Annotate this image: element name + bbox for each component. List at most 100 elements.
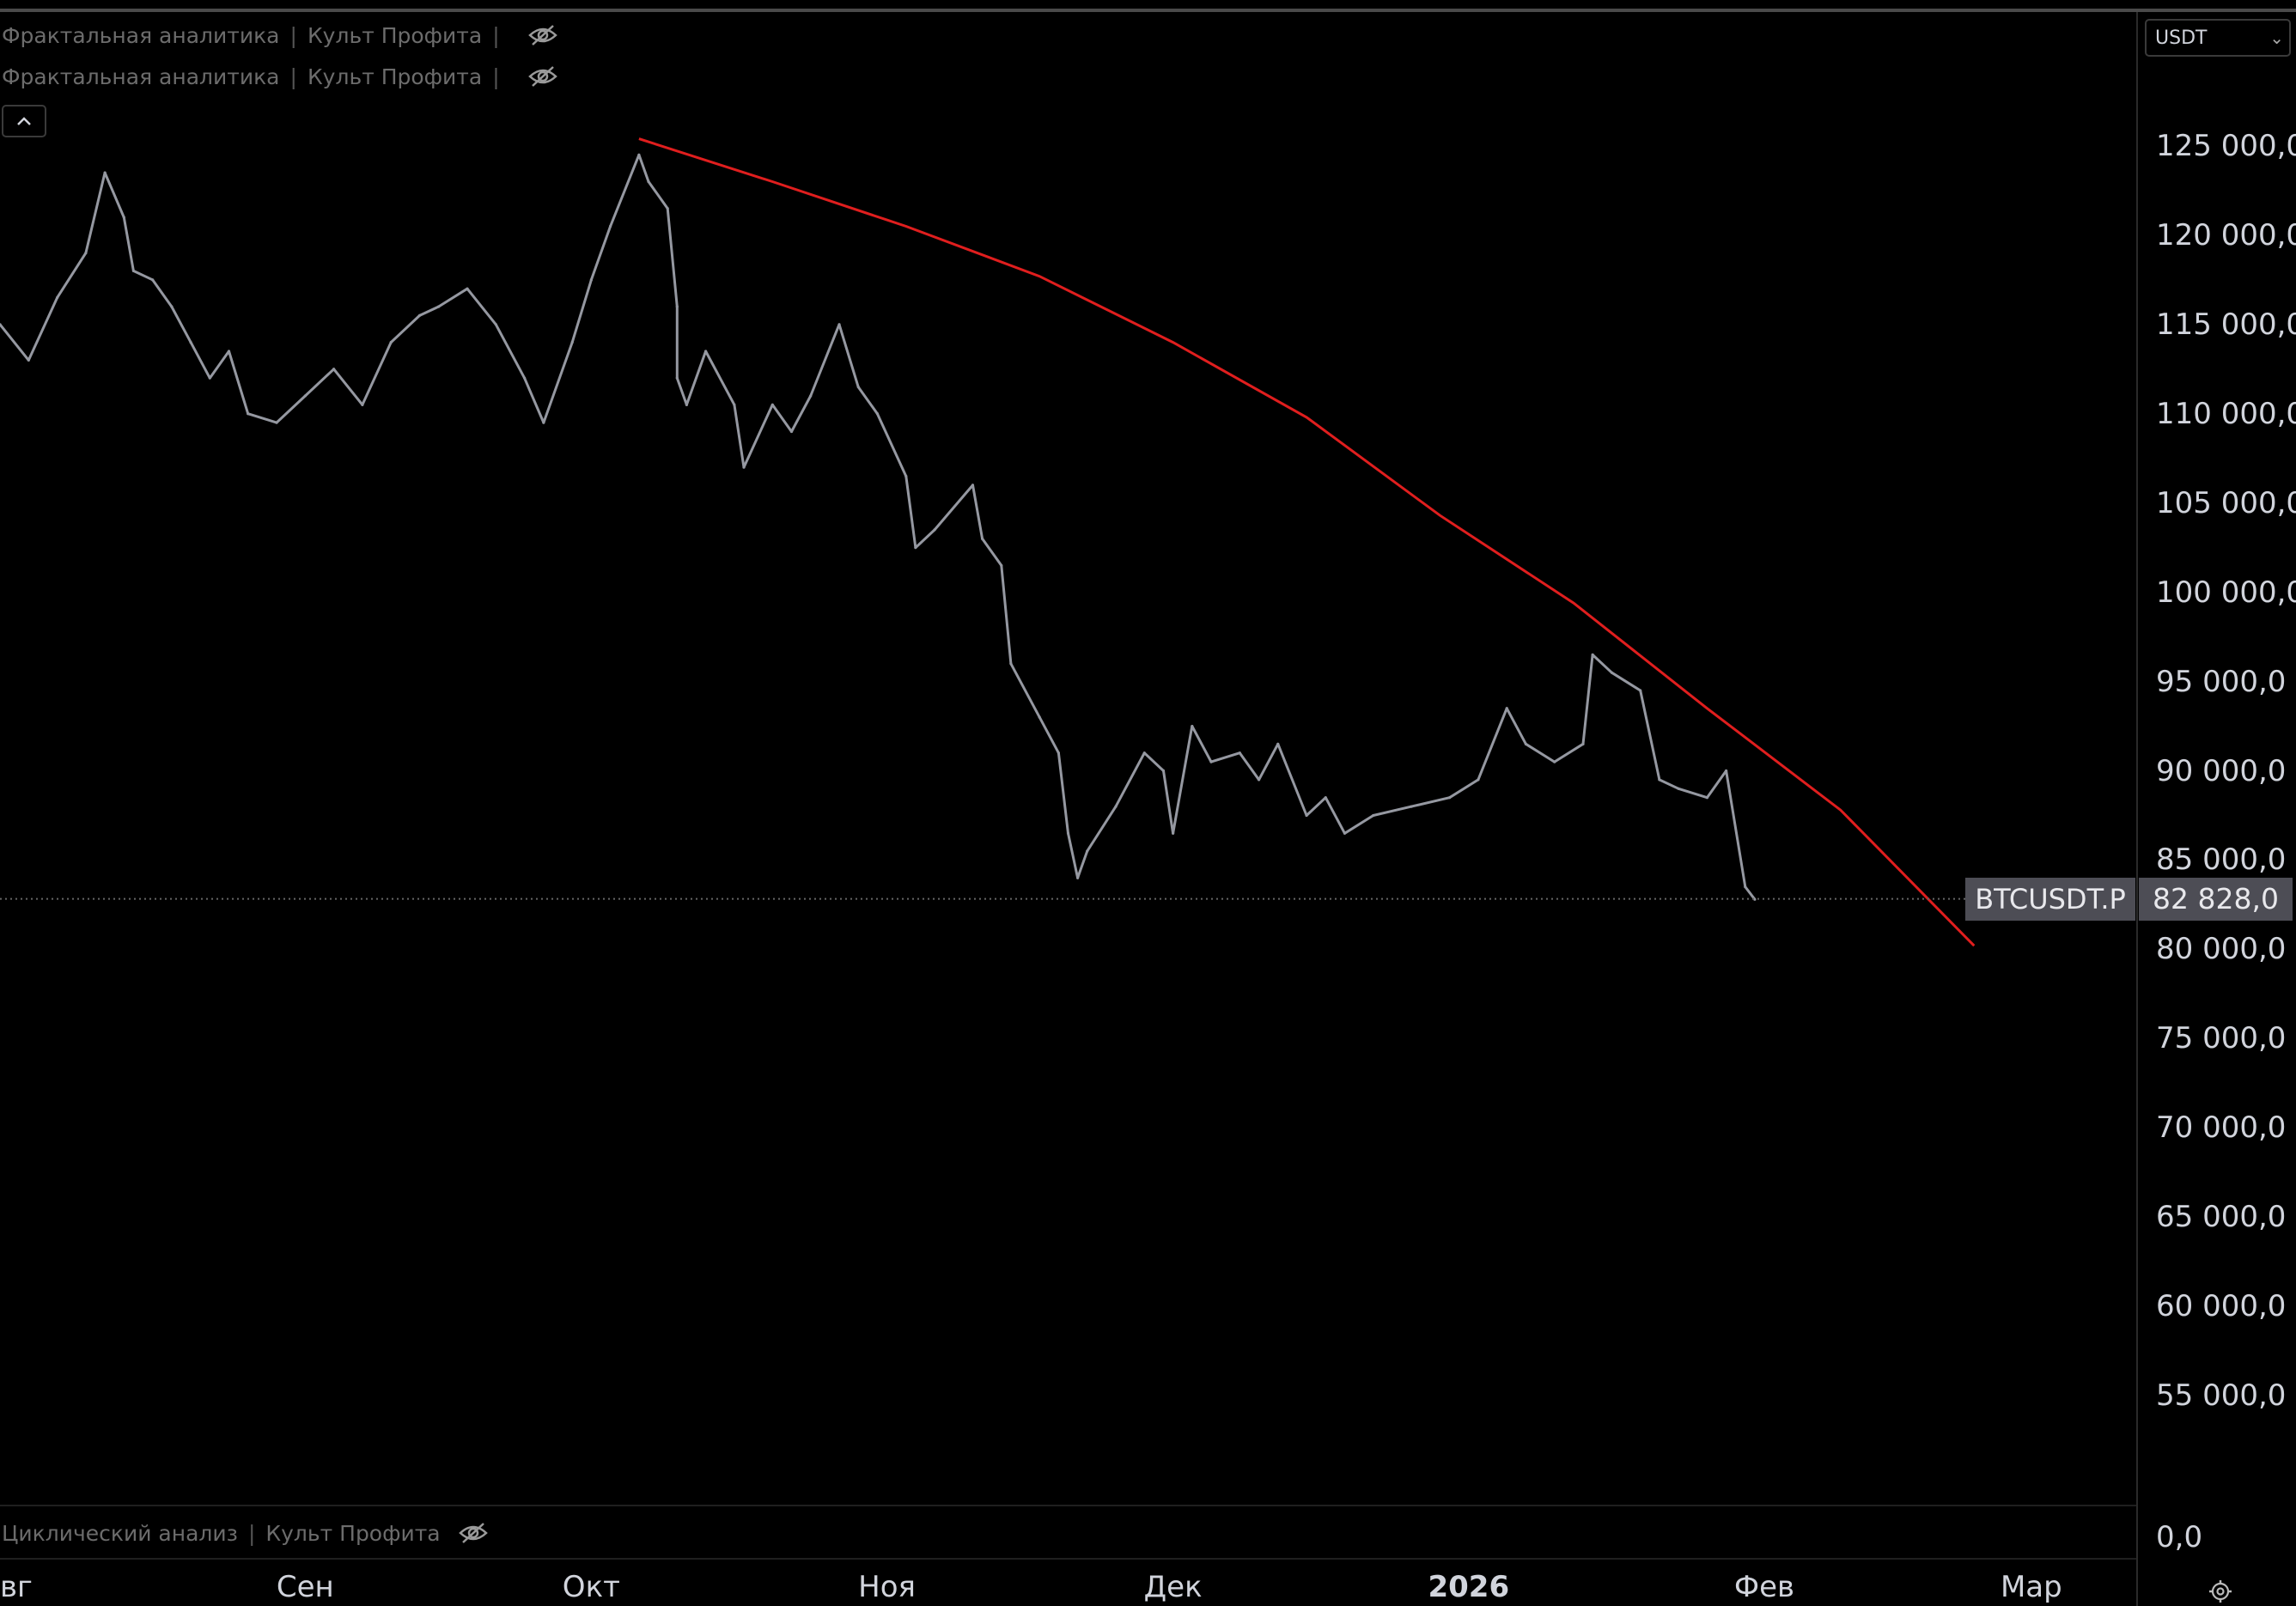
price-point: [914, 546, 917, 550]
price-point: [1161, 769, 1166, 773]
price-point: [332, 368, 336, 371]
price-point: [980, 537, 984, 540]
price-point: [56, 296, 59, 300]
eye-hidden-icon[interactable]: [527, 65, 558, 88]
price-point: [84, 252, 88, 255]
price-point: [570, 340, 574, 344]
price-point: [1553, 760, 1556, 763]
currency-selector[interactable]: USDT ⌄: [2145, 19, 2291, 57]
chart-pane[interactable]: [0, 12, 2136, 1506]
price-point: [1057, 751, 1060, 755]
price-axis-label: 85 000,0: [2156, 843, 2287, 878]
price-point: [1038, 715, 1041, 719]
price-point: [1257, 778, 1261, 782]
currency-value: USDT: [2155, 27, 2208, 49]
price-axis-label: 75 000,0: [2156, 1021, 2287, 1056]
pane-separator[interactable]: [0, 1505, 2136, 1506]
red-trendline[interactable]: [638, 137, 1976, 947]
price-point: [103, 171, 107, 174]
time-axis-label: Ноя: [858, 1570, 916, 1604]
indicator-legend-2[interactable]: Фрактальная аналитика | Культ Профита |: [2, 62, 558, 91]
gear-icon[interactable]: [2208, 1579, 2233, 1604]
time-axis-label: вг: [0, 1570, 33, 1604]
price-axis-label: 60 000,0: [2156, 1289, 2287, 1324]
oscillator-value-label: 0,0: [2156, 1520, 2203, 1554]
price-point: [1753, 897, 1757, 901]
price-point: [1114, 805, 1118, 808]
price-point: [1581, 742, 1585, 745]
price-point: [189, 340, 192, 344]
price-point: [589, 278, 593, 282]
price-point: [742, 465, 746, 469]
price-point: [1324, 796, 1327, 800]
indicator-name: Циклический анализ: [2, 1520, 238, 1546]
chevron-down-icon: ⌄: [2269, 27, 2284, 48]
time-axis-label: 2026: [1428, 1570, 1510, 1604]
price-point: [647, 179, 650, 184]
price-series-line: [0, 153, 1757, 901]
collapse-legend-button[interactable]: [2, 105, 46, 137]
price-axis[interactable]: [2136, 12, 2296, 1606]
window-top-border: [0, 0, 2296, 12]
price-point: [770, 403, 774, 406]
eye-hidden-icon[interactable]: [458, 1522, 489, 1544]
last-price-tag: 82 828,0: [2139, 877, 2293, 921]
price-point: [809, 394, 813, 398]
price-point: [227, 350, 231, 353]
price-point: [1142, 751, 1146, 755]
price-point: [789, 429, 794, 434]
price-axis-label: 95 000,0: [2156, 664, 2287, 699]
price-point: [275, 421, 278, 424]
price-axis-label: 65 000,0: [2156, 1200, 2287, 1235]
price-point: [971, 484, 975, 487]
time-axis-label: Окт: [562, 1570, 620, 1604]
indicator-author: Культ Профита: [307, 22, 483, 48]
price-axis-label: 120 000,0: [2156, 217, 2296, 252]
price-point: [675, 305, 679, 308]
indicator-name: Фрактальная аналитика: [2, 22, 280, 48]
price-point: [542, 421, 545, 424]
legend-separator: |: [247, 1520, 256, 1546]
price-chart-svg[interactable]: [0, 12, 2136, 1506]
price-point: [1505, 707, 1508, 710]
price-point: [904, 474, 908, 478]
price-point: [247, 412, 250, 416]
price-point: [1410, 805, 1413, 808]
price-point: [1076, 876, 1080, 879]
price-axis-label: 110 000,0: [2156, 396, 2296, 431]
price-point: [1677, 787, 1680, 790]
price-point: [27, 358, 30, 362]
price-point: [1658, 778, 1661, 782]
time-axis-label: Сен: [276, 1570, 334, 1604]
price-point: [151, 278, 155, 282]
price-point: [122, 216, 125, 219]
price-point: [933, 528, 936, 532]
eye-hidden-icon[interactable]: [527, 24, 558, 46]
legend-separator: |: [492, 64, 500, 89]
oscillator-legend[interactable]: Циклический анализ | Культ Профита: [2, 1518, 489, 1548]
price-point: [389, 340, 393, 344]
price-point: [1276, 742, 1280, 745]
price-point: [0, 323, 2, 326]
indicator-author: Культ Профита: [265, 1520, 441, 1546]
price-point: [875, 412, 880, 416]
indicator-legend-1[interactable]: Фрактальная аналитика | Культ Профита |: [2, 21, 558, 50]
chevron-up-icon: [17, 117, 31, 125]
price-point: [208, 376, 211, 380]
price-axis-label: 115 000,0: [2156, 307, 2296, 342]
price-point: [1610, 671, 1613, 674]
price-axis-label: 125 000,0: [2156, 128, 2296, 163]
price-point: [131, 269, 136, 273]
time-axis-label: Фев: [1733, 1570, 1795, 1604]
time-axis-separator: [0, 1558, 2136, 1560]
price-point: [685, 403, 688, 406]
price-point: [1009, 662, 1013, 666]
price-point: [437, 305, 441, 308]
price-point: [1744, 885, 1747, 889]
price-point: [1191, 724, 1194, 728]
price-point: [856, 385, 860, 389]
price-point: [666, 207, 669, 210]
indicator-author: Культ Профита: [307, 64, 483, 89]
price-point: [417, 313, 422, 318]
price-point: [1000, 563, 1003, 568]
